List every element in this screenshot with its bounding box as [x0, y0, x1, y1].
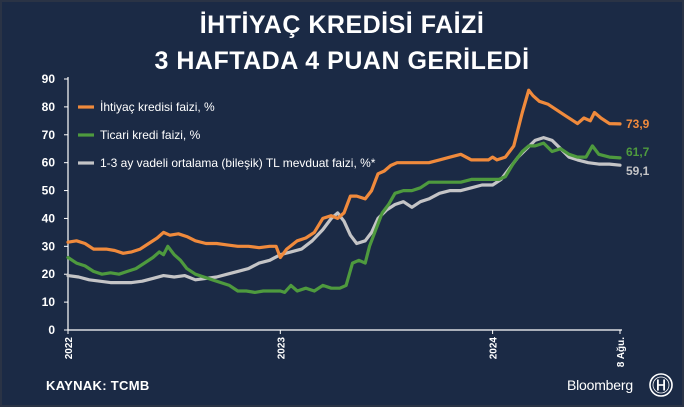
x-tick-label: 2022 [64, 337, 75, 360]
y-tick-label: 30 [42, 239, 56, 253]
y-tick-label: 60 [42, 156, 56, 170]
bloomberg-brand: Bloomberg [567, 377, 633, 393]
bloomberg-ht-logo-icon [649, 373, 673, 397]
series-line-0 [66, 88, 622, 260]
x-tick-label: 8 Ağu. [616, 337, 627, 367]
title-line-2: 3 HAFTADA 4 PUAN GERİLEDİ [154, 47, 530, 75]
x-tick-label: 2023 [276, 337, 287, 360]
legend-label-1: Ticari kredi faizi, % [100, 128, 201, 142]
end-value-label-2: 59,1 [626, 164, 650, 178]
y-tick-label: 80 [42, 100, 56, 114]
y-tick-label: 10 [42, 295, 56, 309]
end-value-label-1: 61,7 [626, 145, 650, 159]
legend-label-2: 1-3 ay vadeli ortalama (bileşik) TL mevd… [100, 156, 376, 170]
y-tick-label: 40 [42, 211, 56, 225]
end-value-label-0: 73,9 [626, 117, 650, 131]
title-line-1: İHTİYAÇ KREDİSİ FAİZİ [199, 11, 485, 39]
y-tick-label: 0 [48, 323, 55, 337]
x-tick-label: 2024 [489, 337, 500, 360]
source-label: KAYNAK: TCMB [46, 378, 150, 393]
y-tick-label: 50 [42, 184, 56, 198]
legend-label-0: İhtiyaç kredisi faizi, % [100, 100, 215, 114]
y-tick-label: 20 [42, 267, 56, 281]
series-line-1 [66, 141, 622, 294]
y-tick-label: 70 [42, 128, 56, 142]
y-tick-label: 90 [42, 72, 56, 86]
